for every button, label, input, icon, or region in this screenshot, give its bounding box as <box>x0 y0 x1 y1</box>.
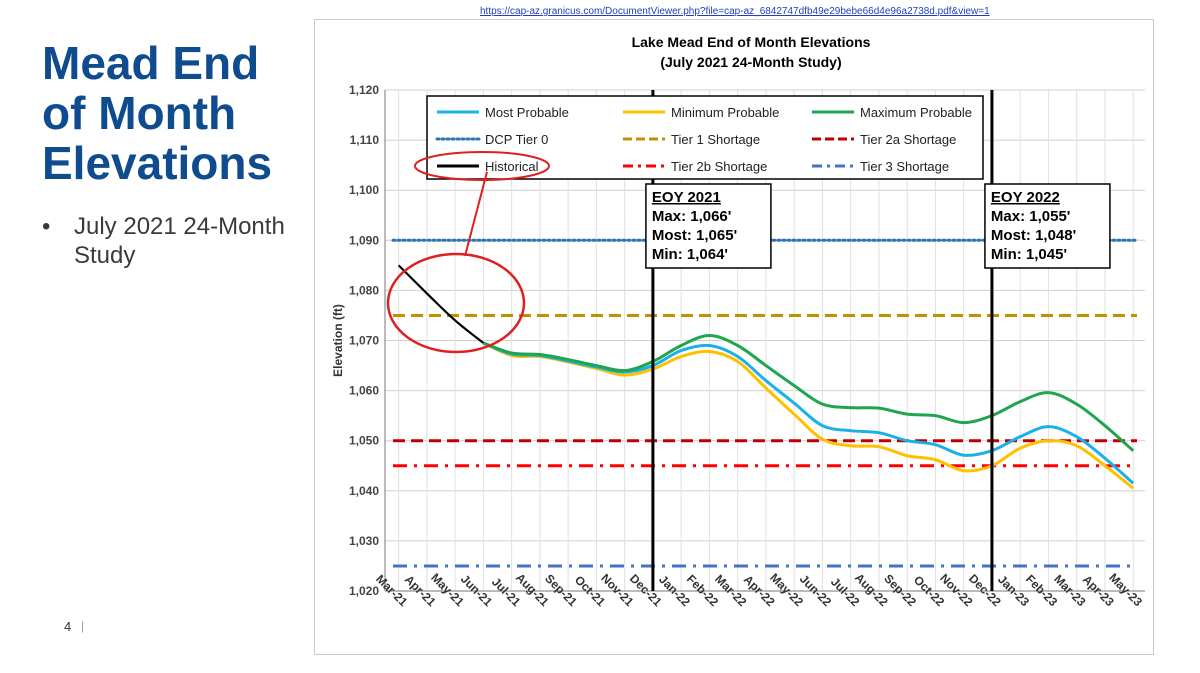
bullet-list: • July 2021 24-Month Study <box>42 212 312 270</box>
bullet-dot-icon: • <box>42 213 51 240</box>
x-tick-label: Dec-22 <box>966 571 1004 609</box>
x-tick-label: Sep-22 <box>881 571 919 609</box>
x-tick-label: Sep-21 <box>542 571 580 609</box>
legend-label: Tier 2a Shortage <box>860 132 956 147</box>
page-number: 4 <box>64 619 72 634</box>
eoy-callout-line: Min: 1,064' <box>652 246 728 263</box>
gridlines <box>385 89 1145 592</box>
historical-annotation <box>386 151 550 354</box>
eoy-callout-box <box>984 183 1111 269</box>
y-tick-label: 1,050 <box>349 434 379 448</box>
series-line-historical <box>397 264 485 344</box>
legend-label: Tier 1 Shortage <box>671 132 760 147</box>
legend-label: Minimum Probable <box>671 105 779 120</box>
eoy-callout-line: Most: 1,048' <box>991 227 1076 244</box>
lake-mead-elevation-chart: Lake Mead End of Month Elevations (July 2… <box>331 34 1145 609</box>
series-line-most-probable <box>482 341 1135 485</box>
bullet-item: • July 2021 24-Month Study <box>42 212 312 270</box>
eoy-callout-line: Min: 1,045' <box>991 246 1067 263</box>
y-tick-label: 1,120 <box>349 83 379 97</box>
legend-label: DCP Tier 0 <box>485 132 548 147</box>
x-tick-label: Dec-21 <box>627 571 665 609</box>
y-tick-label: 1,020 <box>349 584 379 598</box>
series-lines <box>391 238 1139 568</box>
eoy-callout-line: EOY 2021 <box>652 189 721 206</box>
source-link[interactable]: https://cap-az.granicus.com/DocumentView… <box>480 6 990 17</box>
chart-title: Lake Mead End of Month Elevations <box>632 34 871 50</box>
eoy-callout-line: Most: 1,065' <box>652 227 737 244</box>
y-tick-label: 1,090 <box>349 233 379 247</box>
legend: Most Probable Minimum Probable Maximum Pro… <box>426 95 984 180</box>
y-tick-label: 1,080 <box>349 283 379 297</box>
y-tick-label: 1,070 <box>349 334 379 348</box>
series-line-maximum-probable <box>482 333 1135 452</box>
eoy-callout-box <box>645 183 772 269</box>
page-separator: | <box>81 619 85 633</box>
y-tick-label: 1,060 <box>349 384 379 398</box>
chart-frame: Lake Mead End of Month Elevations (July 2… <box>314 19 1154 655</box>
historical-highlight-ellipse <box>386 252 526 354</box>
legend-label: Historical <box>485 159 539 174</box>
y-tick-label: 1,030 <box>349 534 379 548</box>
y-tick-label: 1,100 <box>349 183 379 197</box>
legend-label: Tier 2b Shortage <box>671 159 767 174</box>
y-tick-label: 1,110 <box>350 133 380 147</box>
bullet-text: July 2021 24-Month Study <box>74 213 285 269</box>
slide-title: Mead End of Month Elevations <box>42 37 273 189</box>
legend-label: Tier 3 Shortage <box>860 159 949 174</box>
legend-label: Maximum Probable <box>860 105 972 120</box>
legend-label: Most Probable <box>485 105 569 120</box>
eoy-callout-line: Max: 1,055' <box>991 208 1070 225</box>
eoy-callout-line: EOY 2022 <box>991 189 1060 206</box>
y-axis-label: Elevation (ft) <box>331 304 345 377</box>
annotation-connector <box>464 171 488 257</box>
eoy-callout: EOY 2022 Max: 1,055' Most: 1,048' Min: 1,04… <box>984 183 1111 269</box>
legend-highlight-ellipse <box>414 151 550 181</box>
chart-subtitle: (July 2021 24-Month Study) <box>660 54 841 70</box>
legend-box <box>426 95 984 180</box>
eoy-callout-line: Max: 1,066' <box>652 208 731 225</box>
y-tick-label: 1,040 <box>349 484 379 498</box>
eoy-callout: EOY 2021 Max: 1,066' Most: 1,065' Min: 1,06… <box>645 183 772 269</box>
